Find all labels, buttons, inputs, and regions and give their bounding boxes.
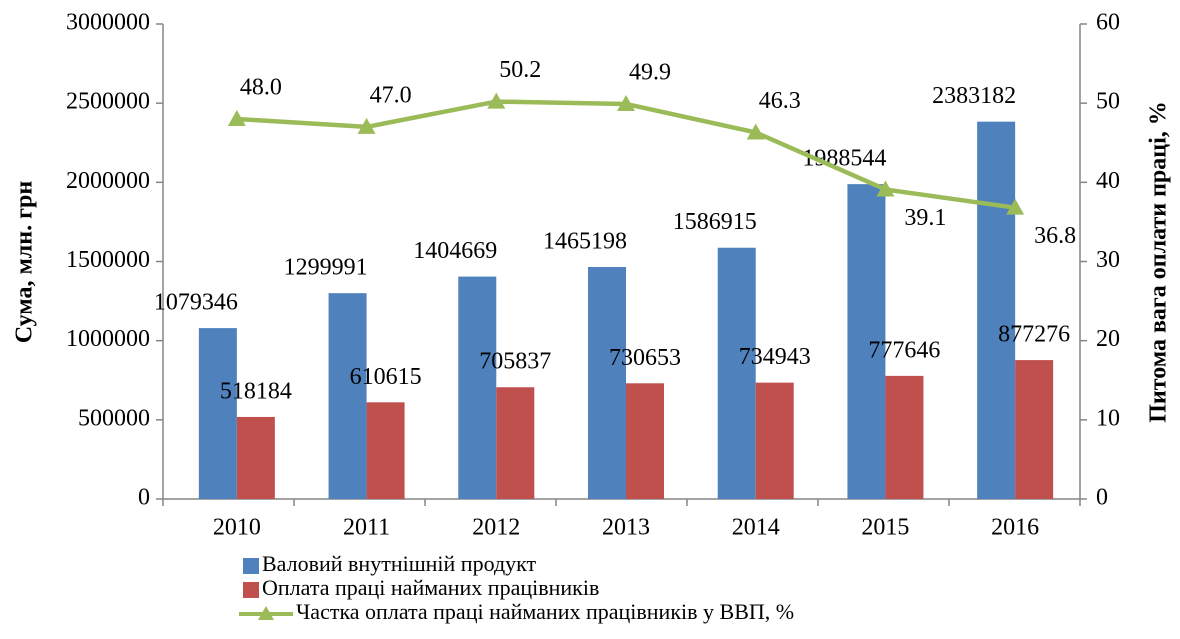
y-axis-title: Сума, млн. грн <box>12 181 38 343</box>
y2-tick-label: 20 <box>1096 326 1120 352</box>
data-label: 36.8 <box>1034 223 1076 249</box>
bar <box>717 247 756 499</box>
data-label: 39.1 <box>904 205 946 231</box>
x-tick-label: 2012 <box>472 515 520 541</box>
line-marker <box>227 110 246 126</box>
bar <box>236 416 275 499</box>
data-label: 734943 <box>739 344 811 370</box>
bar <box>1015 360 1054 499</box>
data-label: 1079346 <box>154 290 238 316</box>
data-label: 1299991 <box>284 255 368 281</box>
bar <box>328 293 367 499</box>
data-label: 777646 <box>868 337 940 363</box>
line-marker <box>617 94 635 111</box>
legend-swatch <box>243 582 259 598</box>
y-tick-label: 1500000 <box>66 247 150 273</box>
x-tick-label: 2014 <box>732 515 780 541</box>
data-label: 47.0 <box>370 82 412 108</box>
legend-label: Оплата праці найманих працівників <box>262 575 599 600</box>
bar <box>755 382 794 499</box>
bar <box>458 276 497 499</box>
data-label: 1465198 <box>543 229 627 255</box>
y-tick-label: 500000 <box>78 405 150 431</box>
legend-swatch <box>243 558 259 574</box>
x-tick-label: 2016 <box>991 515 1039 541</box>
bar <box>885 375 924 499</box>
y-tick-label: 2500000 <box>66 89 150 115</box>
bar <box>198 328 237 499</box>
y2-tick-label: 0 <box>1096 485 1108 511</box>
data-label: 49.9 <box>629 59 671 85</box>
data-label: 877276 <box>998 322 1070 348</box>
data-label: 1404669 <box>413 238 497 264</box>
x-tick-label: 2011 <box>343 515 390 541</box>
x-tick-label: 2010 <box>213 515 261 541</box>
line-marker <box>876 180 895 197</box>
data-label: 46.3 <box>759 88 801 114</box>
data-label: 730653 <box>609 345 681 371</box>
x-tick-label: 2015 <box>861 515 909 541</box>
data-label: 1586915 <box>673 209 757 235</box>
y-tick-label: 1000000 <box>66 326 150 352</box>
bar <box>847 184 886 499</box>
data-label: 518184 <box>220 378 292 404</box>
bar <box>366 402 405 499</box>
legend-label: Частка оплата праці найманих працівників… <box>296 599 794 624</box>
x-tick-label: 2013 <box>602 515 650 541</box>
data-label: 2383182 <box>932 83 1016 109</box>
y-tick-label: 2000000 <box>66 168 150 194</box>
data-label: 50.2 <box>499 57 541 83</box>
bar <box>626 383 664 499</box>
line-marker <box>1006 198 1025 215</box>
bar <box>588 267 626 499</box>
y2-tick-label: 10 <box>1096 405 1120 431</box>
line-marker <box>487 92 506 109</box>
legend-label: Валовий внутнішній продукт <box>262 551 537 576</box>
bar <box>496 387 535 499</box>
y2-tick-label: 50 <box>1096 89 1120 115</box>
data-label: 48.0 <box>240 75 282 101</box>
y2-tick-label: 40 <box>1096 168 1120 194</box>
legend-swatch <box>258 606 274 620</box>
y-tick-label: 0 <box>138 485 150 511</box>
data-label: 705837 <box>479 349 551 375</box>
y2-tick-label: 60 <box>1096 10 1120 36</box>
y-tick-label: 3000000 <box>66 10 150 36</box>
y2-axis-title: Питома вага оплати праці, % <box>1146 101 1172 423</box>
line-marker <box>357 117 376 134</box>
data-label: 610615 <box>350 364 422 390</box>
line-marker <box>746 123 765 140</box>
line <box>236 99 1016 210</box>
bar <box>977 121 1016 500</box>
y2-tick-label: 30 <box>1096 247 1120 273</box>
